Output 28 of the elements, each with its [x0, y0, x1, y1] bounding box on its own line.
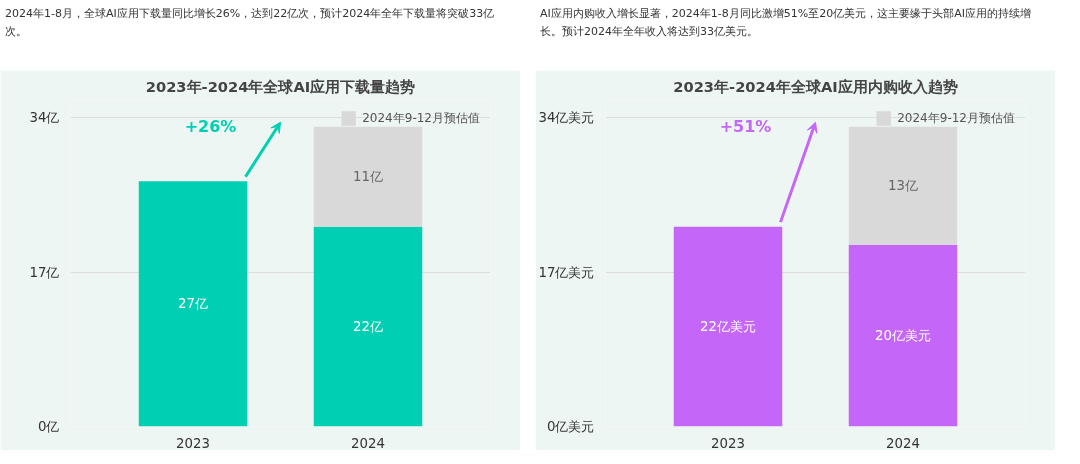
y-tick-label: 17亿美元	[538, 264, 595, 280]
bar	[848, 244, 958, 427]
x-tick-label: 2024	[351, 435, 385, 451]
y-tick-label: 34亿美元	[538, 110, 595, 126]
data-label: 27亿	[178, 296, 208, 312]
data-label: 13亿	[888, 178, 918, 194]
legend-label: 2024年9-12月预估值	[362, 109, 480, 127]
bar	[138, 181, 248, 427]
y-tick-label: 0亿	[38, 419, 60, 434]
x-tick-label: 2023	[176, 435, 210, 451]
text: AI应用内购收入增长显著，2024年1-8月同比激增51%至20亿美元，这主要缘于头部AI应用的持续增长。预计2024年全年收入将达到33亿美元。	[540, 6, 1032, 40]
chart-title: 2023年-2024年全球AI应用下载量趋势	[145, 77, 416, 95]
y-tick-label: 0亿美元	[547, 419, 595, 434]
data-label: 20亿美元	[875, 328, 931, 344]
annotation: +51%	[719, 116, 772, 136]
x-tick-label: 2024	[886, 435, 920, 451]
data-label: 22亿美元	[700, 319, 756, 335]
annotation: +26%	[184, 116, 237, 136]
bar	[673, 226, 783, 427]
y-tick-label: 17亿	[29, 264, 60, 280]
bar	[313, 226, 423, 427]
x-tick-label: 2023	[711, 435, 745, 451]
y-tick-label: 34亿	[29, 110, 60, 126]
data-label: 22亿	[353, 319, 383, 335]
text: 2024年1-8月，全球AI应用下载量同比增长26%，达到22亿次，预计2024年全年下载量将突破33亿次。	[5, 6, 496, 40]
chart-title: 2023年-2024年全球AI应用内购收入趋势	[673, 77, 958, 95]
data-label: 11亿	[353, 169, 383, 185]
legend-label: 2024年9-12月预估值	[897, 109, 1015, 127]
